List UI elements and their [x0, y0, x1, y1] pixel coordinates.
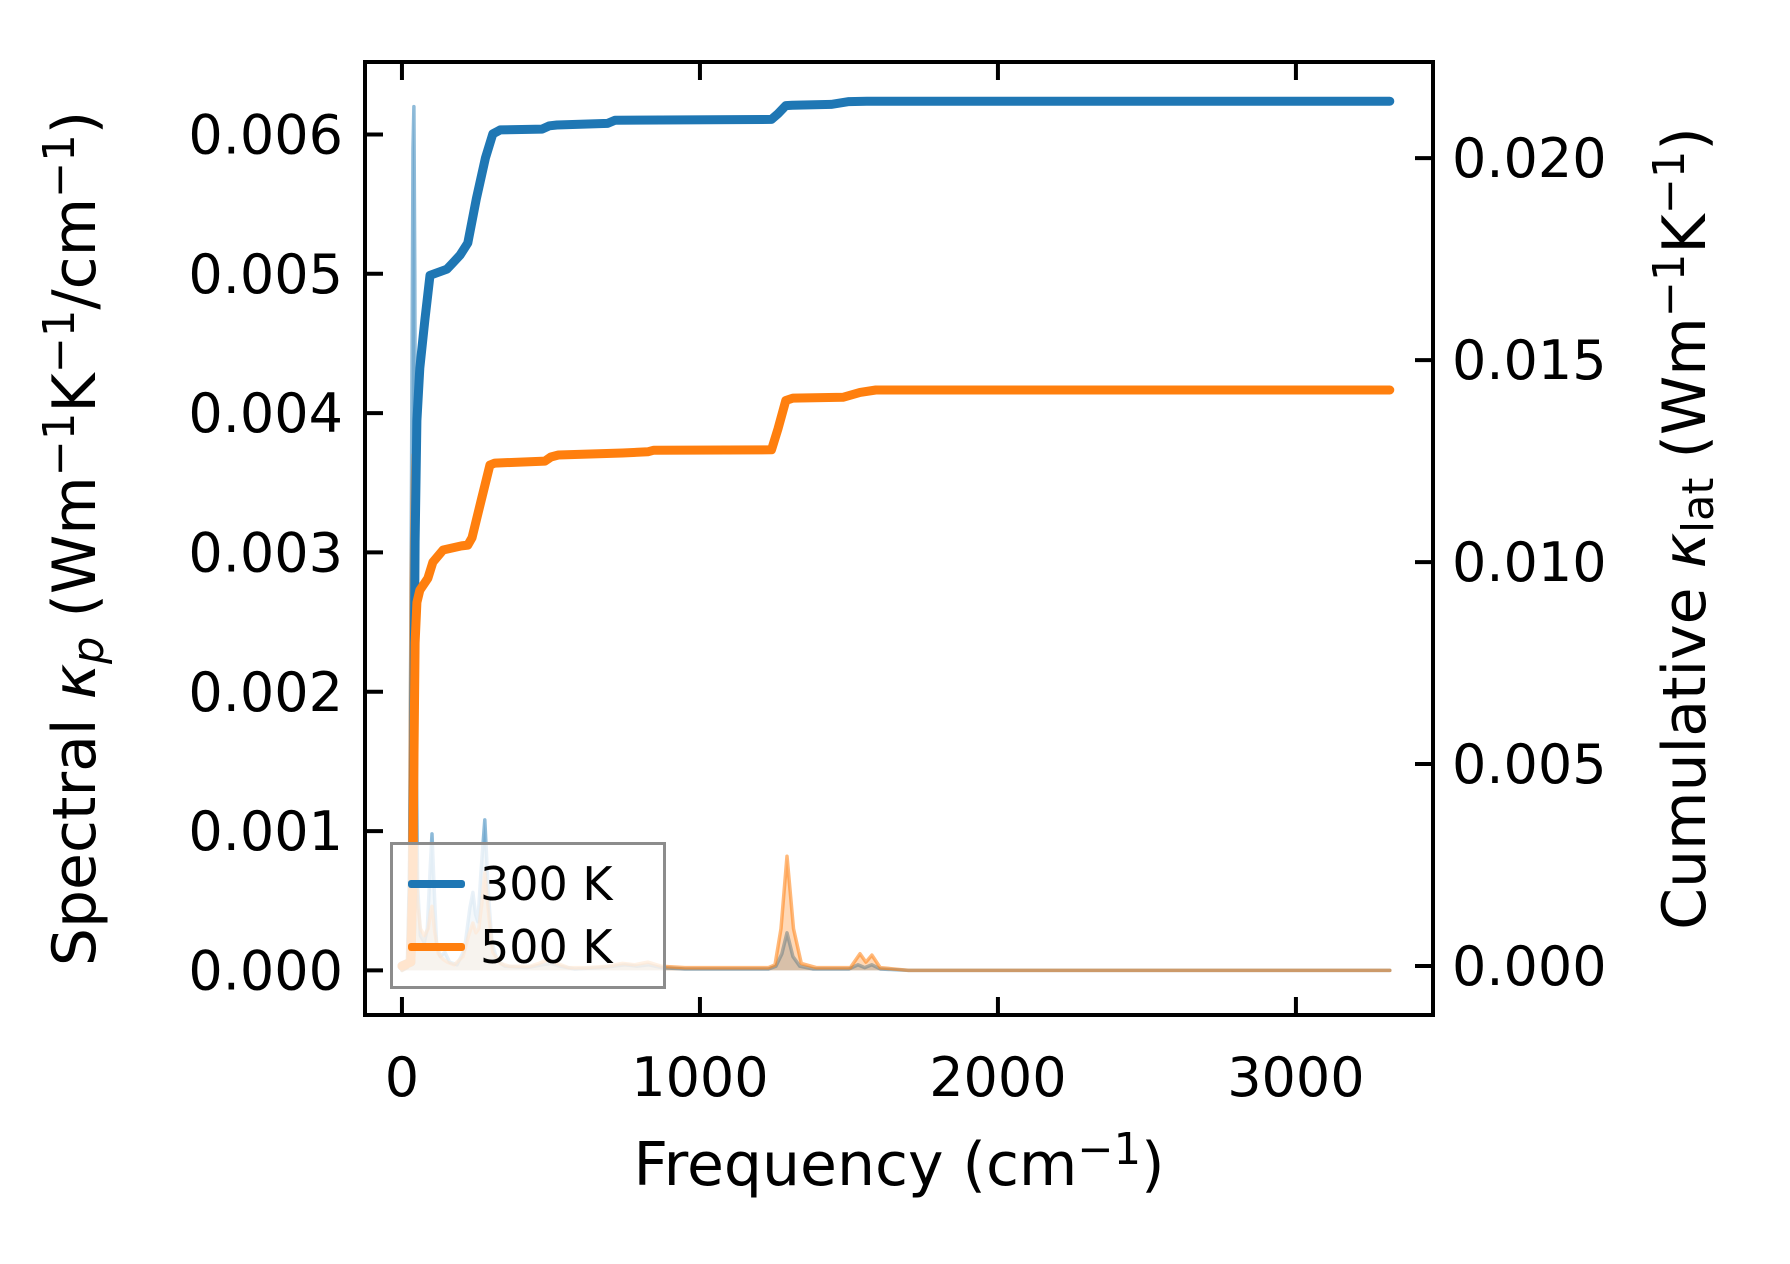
y-axis-label-right: Cumulative κlat (Wm−1K−1) — [1645, 127, 1724, 930]
legend-item-300k: 300 K — [393, 853, 663, 916]
label-segment: −1 — [1077, 1125, 1141, 1175]
y-left-tick-label: 0.003 — [188, 521, 343, 584]
series-line-cumulative-300K — [397, 96, 1395, 971]
label-segment: lat — [1674, 478, 1724, 533]
x-tick-label: 0 — [385, 1046, 419, 1109]
legend-item-500k: 500 K — [393, 916, 663, 979]
y-left-tick-label: 0.004 — [188, 382, 343, 445]
label-segment: −1 — [35, 310, 85, 374]
x-tick-label: 2000 — [929, 1046, 1066, 1109]
y-left-tick-label: 0.000 — [188, 939, 343, 1002]
label-segment: K — [1650, 213, 1720, 254]
label-segment: ) — [1141, 1130, 1164, 1200]
label-segment: ) — [40, 111, 110, 134]
legend: 300 K 500 K — [390, 842, 666, 989]
legend-label-300k: 300 K — [480, 857, 613, 911]
axes-frame — [363, 60, 1435, 1017]
y-right-tick-label: 0.020 — [1452, 127, 1607, 190]
label-segment: (Wm — [1650, 317, 1720, 477]
label-segment: (Wm — [40, 476, 110, 636]
x-axis-label: Frequency (cm−1) — [634, 1125, 1165, 1200]
y-left-tick-label: 0.002 — [188, 661, 343, 724]
label-segment: −1 — [35, 413, 85, 477]
legend-label-500k: 500 K — [480, 920, 613, 974]
legend-line-300k-icon — [408, 880, 465, 888]
label-segment: ) — [1650, 127, 1720, 150]
series-line-cumulative-500K — [397, 385, 1395, 971]
label-segment: κ — [1650, 532, 1720, 568]
label-segment: Cumulative — [1650, 568, 1720, 930]
label-segment: Frequency (cm — [634, 1130, 1078, 1200]
y-left-tick-label: 0.001 — [188, 800, 343, 863]
label-segment: p — [64, 637, 114, 665]
label-segment: −1 — [1645, 151, 1695, 215]
label-segment: K — [40, 372, 110, 413]
x-tick-label: 3000 — [1227, 1046, 1364, 1109]
label-segment: −1 — [1645, 254, 1695, 318]
y-right-tick-label: 0.010 — [1452, 531, 1607, 594]
series-fill-spectral-300K — [402, 106, 1390, 971]
y-right-tick-label: 0.015 — [1452, 329, 1607, 392]
label-segment: /cm — [40, 198, 110, 310]
series-line-spectral-300K — [400, 104, 1392, 973]
legend-line-500k-icon — [408, 943, 465, 951]
y-left-tick-label: 0.005 — [188, 243, 343, 306]
y-axis-label-left: Spectral κp (Wm−1K−1/cm−1) — [35, 111, 114, 966]
label-segment: −1 — [35, 134, 85, 198]
y-left-tick-label: 0.006 — [188, 103, 343, 166]
y-right-tick-label: 0.005 — [1452, 733, 1607, 796]
label-segment: κ — [40, 663, 110, 699]
y-right-tick-label: 0.000 — [1452, 935, 1607, 998]
x-tick-label: 1000 — [631, 1046, 768, 1109]
label-segment: Spectral — [40, 699, 110, 966]
